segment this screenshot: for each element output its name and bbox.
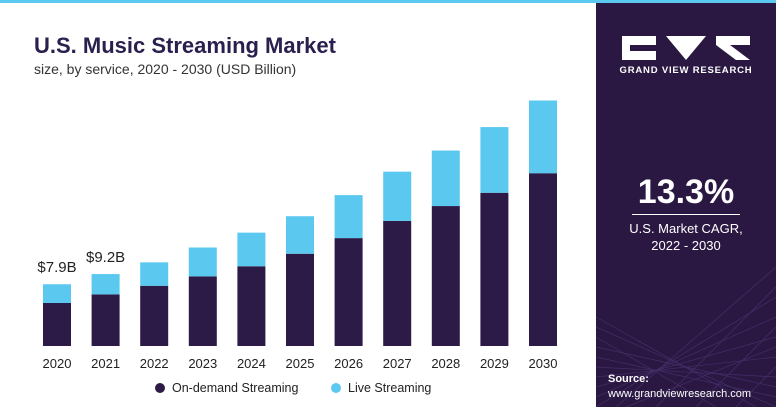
bar-live-2020 xyxy=(43,284,71,303)
bar-live-2022 xyxy=(140,262,169,286)
top-accent-line xyxy=(0,0,776,3)
bar-live-2025 xyxy=(286,216,314,254)
brand-name: GRAND VIEW RESEARCH xyxy=(619,65,753,76)
bar-on-demand-2025 xyxy=(286,253,314,346)
x-tick-label: 2026 xyxy=(334,356,363,371)
legend-marker xyxy=(331,383,341,393)
x-tick-label: 2029 xyxy=(480,356,509,371)
chart-subtitle: size, by service, 2020 - 2030 (USD Billi… xyxy=(34,61,297,77)
x-tick-label: 2028 xyxy=(431,356,460,371)
legend-marker xyxy=(155,383,165,393)
x-tick-label: 2027 xyxy=(383,356,412,371)
bar-live-2028 xyxy=(431,150,460,207)
legend-label: Live Streaming xyxy=(348,381,431,395)
bar-live-2030 xyxy=(529,100,557,174)
bar-on-demand-2024 xyxy=(237,266,266,346)
x-tick-label: 2023 xyxy=(188,356,217,371)
bar-on-demand-2028 xyxy=(431,206,460,346)
cagr-value: 13.3% xyxy=(637,173,735,211)
bar-live-2026 xyxy=(334,195,363,239)
grand-view-research-logo-icon xyxy=(622,36,750,60)
source-label: Source: xyxy=(608,373,649,385)
bar-on-demand-2029 xyxy=(480,192,509,346)
bar-on-demand-2022 xyxy=(140,285,169,346)
cagr-divider xyxy=(632,214,740,215)
bar-on-demand-2026 xyxy=(334,238,363,346)
bar-live-2027 xyxy=(383,171,412,221)
x-tick-label: 2030 xyxy=(529,356,558,371)
cagr-label-line-2: 2022 - 2030 xyxy=(651,238,721,253)
cagr-label-line-1: U.S. Market CAGR, xyxy=(629,221,743,236)
bar-live-2029 xyxy=(480,127,509,193)
data-label-2021: $9.2B xyxy=(86,249,125,266)
chart-title: U.S. Music Streaming Market xyxy=(34,33,336,58)
data-label-2020: $7.9B xyxy=(37,259,76,276)
decorative-line-pattern xyxy=(596,266,776,407)
bar-on-demand-2027 xyxy=(383,220,412,346)
bar-live-2021 xyxy=(91,274,120,295)
bar-live-2023 xyxy=(188,247,217,277)
x-tick-label: 2021 xyxy=(91,356,120,371)
bar-on-demand-2030 xyxy=(529,173,557,346)
bar-on-demand-2020 xyxy=(43,303,71,346)
bar-on-demand-2023 xyxy=(188,276,217,346)
sidebar: GRAND VIEW RESEARCH 13.3% U.S. Market CA… xyxy=(596,3,776,407)
x-tick-label: 2020 xyxy=(43,356,72,371)
bar-on-demand-2021 xyxy=(91,294,120,346)
x-tick-label: 2025 xyxy=(286,356,315,371)
chart-panel: 2020 2021 2022 2023 2024 2025 2026 2027 2028 2029… xyxy=(0,3,596,407)
source-url: www.grandviewresearch.com xyxy=(608,388,752,400)
x-tick-label: 2022 xyxy=(140,356,169,371)
bar-live-2024 xyxy=(237,232,266,267)
legend-label: On-demand Streaming xyxy=(172,381,299,395)
stacked-bar-chart: 2020 2021 2022 2023 2024 2025 2026 2027 2028 2029… xyxy=(37,100,558,395)
cagr-label: U.S. Market CAGR, 2022 - 2030 xyxy=(596,220,776,254)
x-tick-label: 2024 xyxy=(237,356,266,371)
